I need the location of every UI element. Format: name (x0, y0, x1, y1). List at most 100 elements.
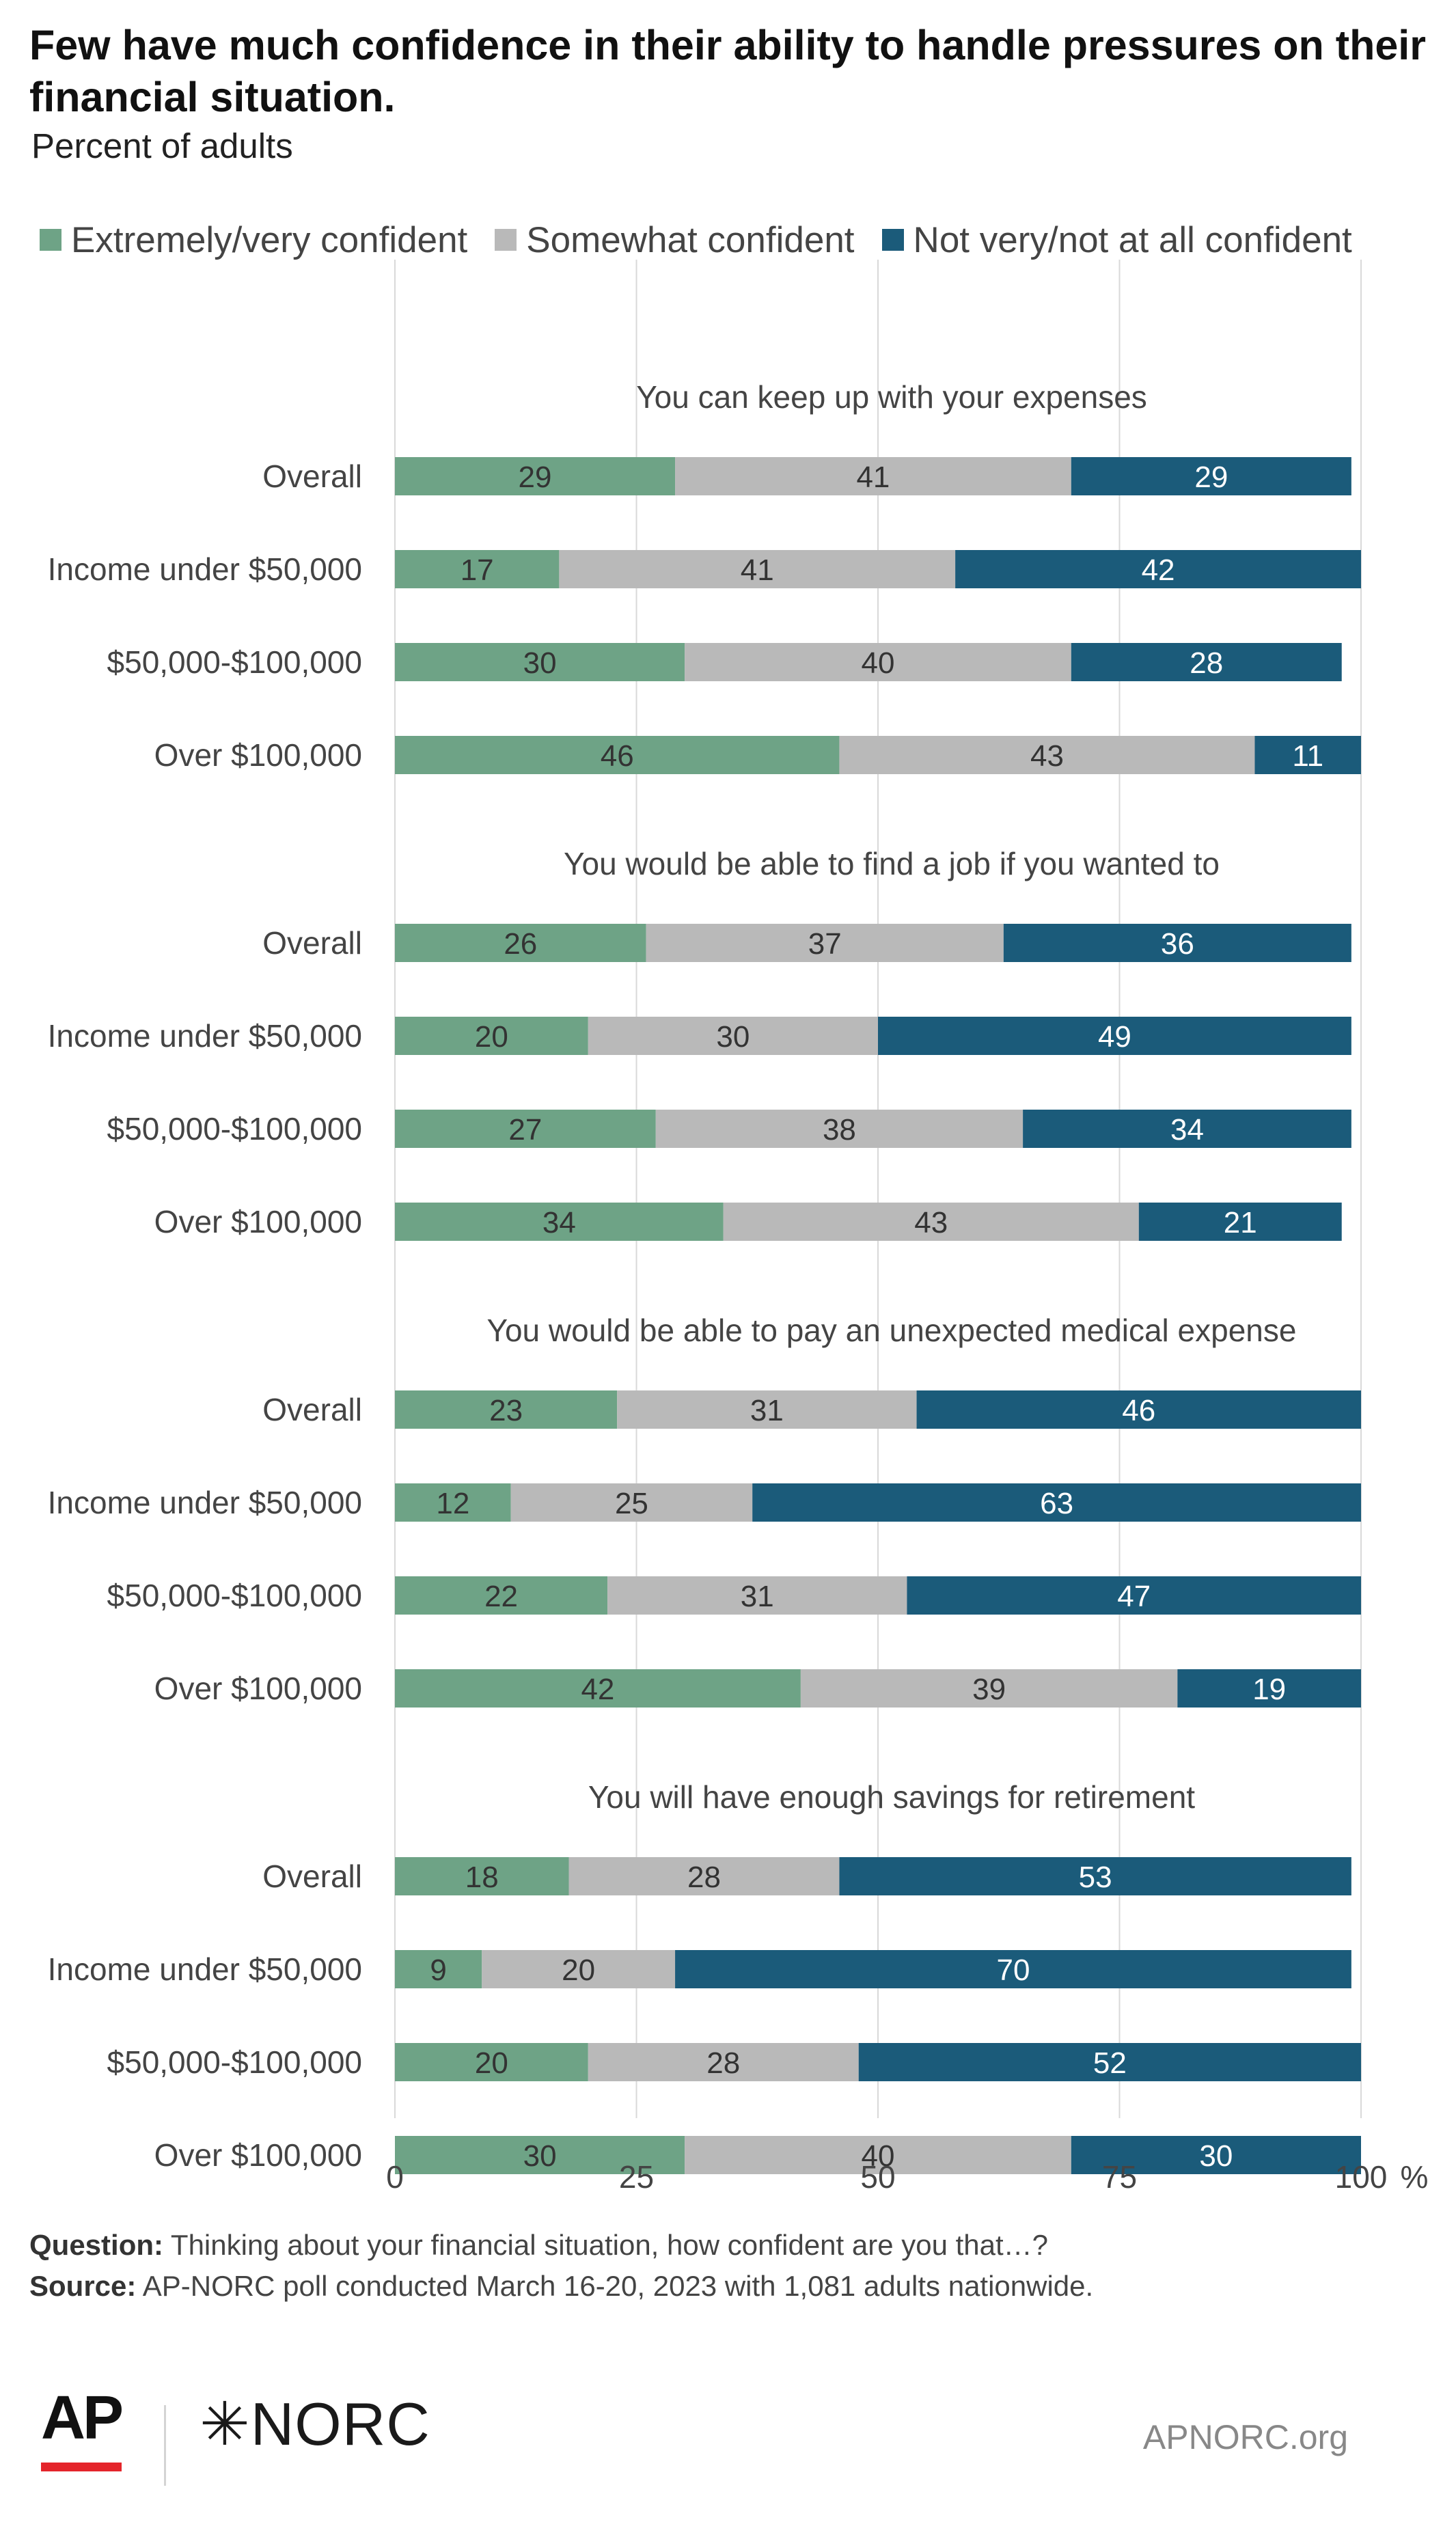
bar-confident-g4-r3 (395, 2043, 588, 2081)
data-label-not-confident-g4-r1: 53 (1079, 1861, 1112, 1894)
row-label-g1-r3: $50,000-$100,000 (107, 644, 362, 680)
group-title-4: You will have enough savings for retirem… (588, 1779, 1195, 1815)
legend-swatch-not-confident (881, 229, 904, 251)
bar-somewhat-g4-r3 (588, 2043, 859, 2081)
data-label-not-confident-g2-r3: 34 (1170, 1113, 1204, 1147)
norc-logo: ✳NORC (200, 2390, 430, 2458)
data-label-somewhat-g3-r1: 31 (750, 1394, 784, 1427)
question-text: Thinking about your financial situation,… (170, 2229, 1049, 2261)
bar-not-confident-g1-r2 (955, 550, 1361, 588)
row-label-g3-r3: $50,000-$100,000 (107, 1578, 362, 1613)
bar-somewhat-g3-r4 (800, 1669, 1178, 1708)
bar-not-confident-g3-r4 (1177, 1669, 1361, 1708)
data-label-somewhat-g1-r2: 41 (741, 553, 774, 587)
data-label-confident-g2-r1: 26 (504, 927, 537, 961)
bar-confident-g2-r1 (395, 924, 646, 962)
x-tick-75: 75 (1102, 2159, 1137, 2195)
bar-somewhat-g4-r2 (482, 1950, 676, 1988)
data-label-confident-g1-r2: 17 (461, 553, 494, 587)
group-title-3: You would be able to pay an unexpected m… (487, 1313, 1297, 1348)
data-label-confident-g1-r4: 46 (601, 739, 634, 773)
bar-confident-g3-r4 (395, 1669, 801, 1708)
data-label-not-confident-g4-r3: 52 (1093, 2046, 1127, 2080)
bar-confident-g2-r4 (395, 1203, 724, 1241)
row-label-g3-r1: Overall (262, 1392, 362, 1427)
data-label-not-confident-g1-r1: 29 (1194, 461, 1228, 494)
data-label-somewhat-g2-r4: 43 (914, 1206, 948, 1239)
data-label-not-confident-g4-r4: 30 (1199, 2139, 1233, 2173)
logo-divider (164, 2405, 166, 2486)
x-axis-unit: % (1401, 2159, 1429, 2195)
question-label: Question: (29, 2229, 163, 2261)
data-label-not-confident-g1-r4: 11 (1292, 739, 1323, 773)
bar-somewhat-g1-r4 (839, 736, 1255, 774)
data-label-somewhat-g3-r4: 39 (972, 1673, 1006, 1706)
row-label-g3-r2: Income under $50,000 (48, 1485, 362, 1520)
row-label-g4-r3: $50,000-$100,000 (107, 2044, 362, 2080)
x-tick-100: 100 (1335, 2159, 1388, 2195)
bar-confident-g1-r1 (395, 457, 676, 495)
bar-somewhat-g4-r1 (568, 1857, 840, 1895)
data-label-not-confident-g4-r2: 70 (996, 1953, 1030, 1987)
row-label-g4-r1: Overall (262, 1859, 362, 1894)
bar-somewhat-g2-r1 (646, 924, 1004, 962)
legend-swatch-somewhat (495, 229, 517, 251)
bar-confident-g4-r4 (395, 2136, 685, 2174)
data-label-somewhat-g4-r3: 28 (706, 2046, 740, 2080)
chart-subtitle: Percent of adults (31, 126, 293, 165)
group-title-1: You can keep up with your expenses (636, 379, 1147, 415)
bar-somewhat-g2-r3 (655, 1110, 1024, 1148)
row-label-g2-r4: Over $100,000 (154, 1204, 362, 1239)
bar-confident-g2-r3 (395, 1110, 656, 1148)
data-label-somewhat-g1-r3: 40 (862, 646, 895, 680)
data-label-confident-g4-r3: 20 (475, 2046, 508, 2080)
data-label-not-confident-g3-r1: 46 (1122, 1394, 1155, 1427)
legend-item-somewhat: Somewhat confident (495, 219, 855, 261)
data-label-somewhat-g3-r2: 25 (615, 1487, 648, 1520)
site-link[interactable]: APNORC.org (1142, 2418, 1348, 2456)
data-label-not-confident-g3-r3: 47 (1117, 1580, 1151, 1613)
data-label-confident-g3-r4: 42 (581, 1673, 614, 1706)
data-label-confident-g4-r1: 18 (465, 1861, 499, 1894)
bar-confident-g4-r2 (395, 1950, 482, 1988)
chart-title: Few have much confidence in their abilit… (29, 22, 1426, 120)
data-label-confident-g3-r1: 23 (489, 1394, 523, 1427)
footer-question: Question: Thinking about your financial … (29, 2229, 1048, 2262)
data-label-confident-g2-r2: 20 (475, 1020, 508, 1054)
data-label-somewhat-g2-r3: 38 (823, 1113, 856, 1147)
data-label-confident-g2-r3: 27 (508, 1113, 542, 1147)
bar-not-confident-g1-r4 (1254, 736, 1361, 774)
bar-somewhat-g1-r3 (685, 643, 1071, 681)
data-label-not-confident-g3-r4: 19 (1252, 1673, 1286, 1706)
bar-not-confident-g3-r2 (752, 1483, 1361, 1522)
bar-confident-g1-r3 (395, 643, 685, 681)
footer-source: Source: AP-NORC poll conducted March 16-… (29, 2270, 1093, 2303)
legend-label-not-confident: Not very/not at all confident (913, 219, 1352, 260)
bar-not-confident-g4-r1 (839, 1857, 1351, 1895)
row-label-g2-r2: Income under $50,000 (48, 1018, 362, 1054)
bar-not-confident-g1-r3 (1071, 643, 1342, 681)
data-label-somewhat-g1-r4: 43 (1030, 739, 1064, 773)
bar-somewhat-g4-r4 (685, 2136, 1071, 2174)
bar-somewhat-g3-r1 (617, 1390, 917, 1429)
bar-not-confident-g3-r3 (907, 1576, 1361, 1615)
bar-not-confident-g2-r1 (1003, 924, 1351, 962)
data-label-somewhat-g2-r1: 37 (808, 927, 842, 961)
group-title-2: You would be able to find a job if you w… (564, 846, 1220, 881)
data-label-somewhat-g2-r2: 30 (716, 1020, 750, 1054)
ap-logo-underline (41, 2463, 122, 2471)
data-label-somewhat-g4-r1: 28 (687, 1861, 721, 1894)
data-label-confident-g3-r3: 22 (484, 1580, 518, 1613)
data-label-not-confident-g2-r1: 36 (1161, 927, 1194, 961)
data-label-confident-g1-r3: 30 (523, 646, 557, 680)
bar-confident-g3-r2 (395, 1483, 511, 1522)
data-label-not-confident-g2-r2: 49 (1098, 1020, 1131, 1054)
bar-not-confident-g4-r2 (675, 1950, 1351, 1988)
legend-item-not-confident: Not very/not at all confident (881, 219, 1352, 261)
data-label-not-confident-g1-r2: 42 (1142, 553, 1175, 587)
bar-somewhat-g3-r3 (607, 1576, 907, 1615)
data-label-confident-g2-r4: 34 (542, 1206, 576, 1239)
bar-confident-g1-r4 (395, 736, 840, 774)
bar-confident-g4-r1 (395, 1857, 569, 1895)
data-label-not-confident-g2-r4: 21 (1224, 1206, 1257, 1239)
